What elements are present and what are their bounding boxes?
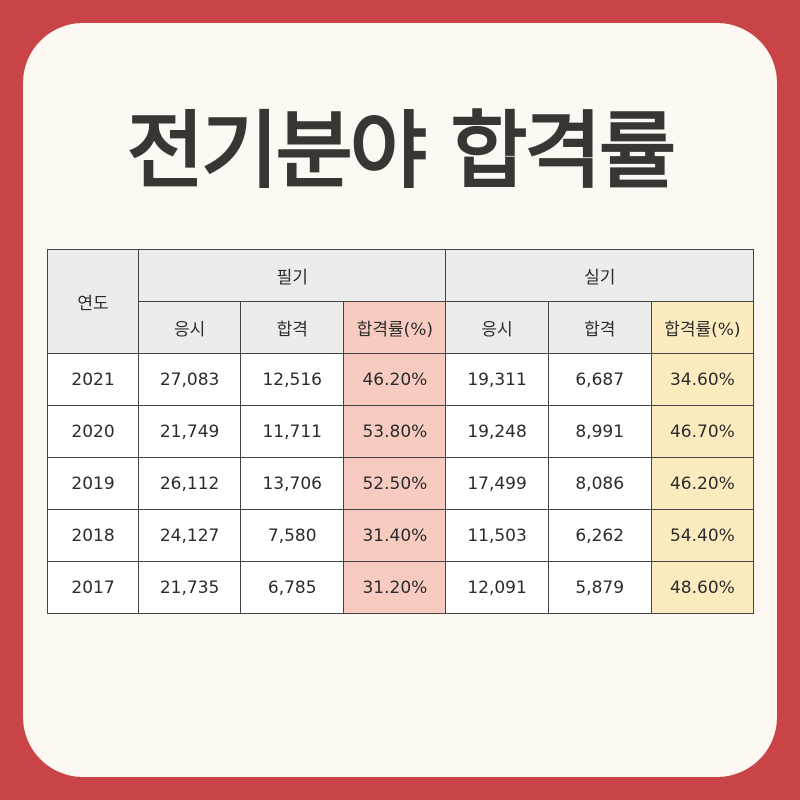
practical-rate-cell: 34.60% xyxy=(650,353,755,406)
table-row: 2020 21,749 11,711 53.80% 19,248 8,991 4… xyxy=(46,405,755,458)
year-cell: 2021 xyxy=(46,353,140,406)
table-row: 2021 27,083 12,516 46.20% 19,311 6,687 3… xyxy=(46,353,755,406)
practical-rate-header: 합격률(%) xyxy=(650,301,755,354)
table-row: 2017 21,735 6,785 31.20% 12,091 5,879 48… xyxy=(46,561,755,614)
written-rate-cell: 46.20% xyxy=(343,353,447,406)
practical-applicants-cell: 11,503 xyxy=(445,509,549,562)
written-passed-cell: 13,706 xyxy=(240,457,345,510)
written-rate-cell: 31.40% xyxy=(343,509,447,562)
practical-applicants-cell: 17,499 xyxy=(445,457,549,510)
written-applicants-cell: 21,749 xyxy=(138,405,242,458)
written-group-header: 필기 xyxy=(138,249,447,302)
practical-rate-cell: 46.20% xyxy=(650,457,755,510)
year-cell: 2020 xyxy=(46,405,140,458)
practical-rate-cell: 48.60% xyxy=(650,561,755,614)
table-row: 2019 26,112 13,706 52.50% 17,499 8,086 4… xyxy=(46,457,755,510)
year-header: 연도 xyxy=(46,249,140,354)
practical-passed-cell: 8,991 xyxy=(547,405,652,458)
written-rate-cell: 53.80% xyxy=(343,405,447,458)
practical-passed-cell: 8,086 xyxy=(547,457,652,510)
year-cell: 2018 xyxy=(46,509,140,562)
written-applicants-header: 응시 xyxy=(138,301,242,354)
written-applicants-cell: 24,127 xyxy=(138,509,242,562)
written-applicants-cell: 21,735 xyxy=(138,561,242,614)
practical-passed-cell: 5,879 xyxy=(547,561,652,614)
practical-applicants-header: 응시 xyxy=(445,301,549,354)
written-passed-header: 합격 xyxy=(240,301,345,354)
practical-passed-cell: 6,262 xyxy=(547,509,652,562)
pass-rate-table: 연도 필기 실기 응시 합격 합격률(%) 응시 합격 합격률(%) 2021 … xyxy=(46,249,755,614)
practical-rate-cell: 46.70% xyxy=(650,405,755,458)
year-cell: 2019 xyxy=(46,457,140,510)
practical-rate-cell: 54.40% xyxy=(650,509,755,562)
practical-applicants-cell: 12,091 xyxy=(445,561,549,614)
practical-applicants-cell: 19,311 xyxy=(445,353,549,406)
written-rate-cell: 52.50% xyxy=(343,457,447,510)
practical-passed-header: 합격 xyxy=(547,301,652,354)
page-title: 전기분야 합격률 xyxy=(126,102,676,200)
written-passed-cell: 11,711 xyxy=(240,405,345,458)
table-row: 2018 24,127 7,580 31.40% 11,503 6,262 54… xyxy=(46,509,755,562)
year-cell: 2017 xyxy=(46,561,140,614)
written-applicants-cell: 26,112 xyxy=(138,457,242,510)
written-applicants-cell: 27,083 xyxy=(138,353,242,406)
written-passed-cell: 12,516 xyxy=(240,353,345,406)
written-passed-cell: 6,785 xyxy=(240,561,345,614)
practical-applicants-cell: 19,248 xyxy=(445,405,549,458)
practical-passed-cell: 6,687 xyxy=(547,353,652,406)
written-rate-cell: 31.20% xyxy=(343,561,447,614)
group-header-row: 연도 필기 실기 xyxy=(46,249,754,354)
sub-header-row: 응시 합격 합격률(%) 응시 합격 합격률(%) xyxy=(48,301,755,354)
written-rate-header: 합격률(%) xyxy=(343,301,447,354)
content-card: 전기분야 합격률 연도 필기 실기 응시 합격 합격률(%) 응시 합격 합격 xyxy=(23,23,777,777)
practical-group-header: 실기 xyxy=(445,249,754,302)
written-passed-cell: 7,580 xyxy=(240,509,345,562)
